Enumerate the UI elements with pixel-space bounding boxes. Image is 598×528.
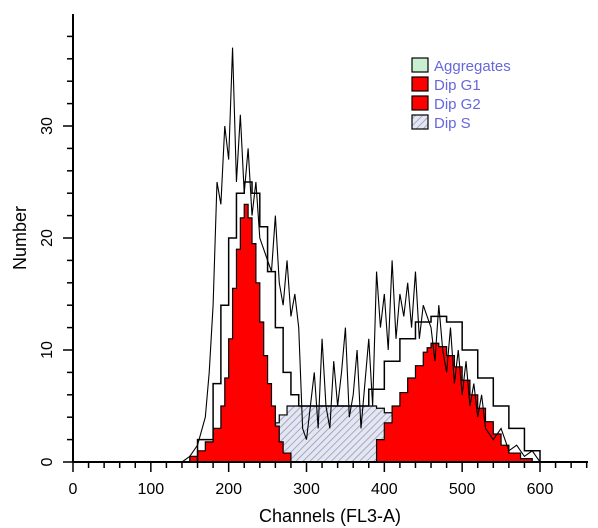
series-dip-g1-area [185, 203, 292, 463]
legend-swatch-aggregates [411, 57, 429, 73]
legend-item-dip-s: Dip S [411, 114, 471, 132]
x-axis-ticks: 0 100 200 300 400 500 600 [69, 462, 588, 498]
legend-label-dip-s: Dip S [434, 115, 471, 132]
legend-swatch-dip-g2 [411, 95, 429, 111]
x-tick-label: 300 [293, 481, 320, 498]
legend-label-dip-g2: Dip G2 [434, 96, 481, 113]
x-tick-label: 200 [215, 481, 242, 498]
y-tick-label: 30 [39, 117, 56, 135]
x-tick-label: 600 [527, 481, 554, 498]
legend-swatch-dip-g1 [411, 76, 429, 92]
model-envelope-line [181, 181, 541, 463]
x-tick-label: 100 [137, 481, 164, 498]
legend-label-aggregates: Aggregates [434, 58, 511, 75]
raw-histogram-line [181, 47, 548, 463]
legend-label-dip-g1: Dip G1 [434, 77, 481, 94]
y-tick-label: 0 [39, 457, 56, 466]
legend-item-aggregates: Aggregates [411, 57, 511, 75]
series-layer [181, 181, 541, 463]
raw-histogram-layer [181, 47, 548, 463]
series-dip-g2-area [368, 342, 533, 463]
y-tick-label: 10 [39, 341, 56, 359]
x-axis-label: Channels (FL3-A) [259, 506, 401, 526]
legend-swatch-dip-s [411, 114, 429, 130]
x-tick-label: 500 [449, 481, 476, 498]
x-tick-label: 400 [371, 481, 398, 498]
y-tick-label: 20 [39, 229, 56, 247]
legend: Aggregates Dip G1 Dip G2 Dip S [411, 57, 511, 132]
legend-item-dip-g1: Dip G1 [411, 76, 481, 94]
y-axis-ticks: 0 10 20 30 [39, 35, 73, 466]
x-tick-label: 0 [69, 481, 78, 498]
legend-item-dip-g2: Dip G2 [411, 95, 481, 113]
y-axis-label: Number [10, 206, 30, 270]
